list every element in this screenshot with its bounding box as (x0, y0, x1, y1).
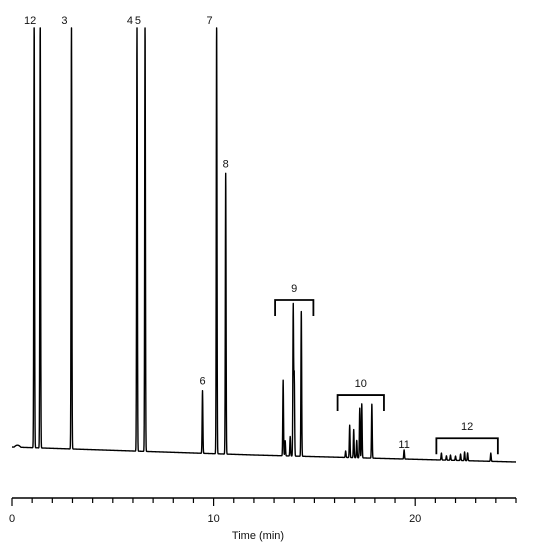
x-axis: 0 10 20 (9, 497, 517, 525)
group-label-9: 9 (291, 283, 297, 295)
peak-label-8: 8 (223, 158, 229, 170)
group-bracket-9 (274, 299, 315, 316)
x-tick-label: 20 (409, 513, 421, 525)
peak-label-3: 3 (61, 15, 67, 27)
peak-label-7: 7 (206, 15, 212, 27)
peak-label-6: 6 (199, 376, 205, 388)
peak-label-5: 5 (135, 15, 141, 27)
x-axis-label: Time (min) (232, 530, 284, 542)
peak-label-2: 2 (30, 15, 36, 27)
x-tick-label: 10 (207, 513, 219, 525)
trace-layer (11, 27, 517, 463)
group-bracket-10 (336, 394, 385, 412)
peak-group-layer: 9 10 11 12 (274, 283, 499, 455)
group-label-10: 10 (355, 378, 367, 390)
x-tick-label: 0 (9, 513, 15, 525)
group-bracket-12 (435, 437, 499, 455)
peak-label-4: 4 (127, 15, 133, 27)
group-label-12: 12 (461, 421, 473, 433)
chromatogram-trace (11, 27, 517, 463)
peak-label-layer: 1 2 3 4 5 6 7 8 (24, 15, 229, 388)
x-axis-ticks: 0 10 20 (9, 498, 517, 525)
peak-label-11: 11 (398, 439, 409, 451)
peak-label-1: 1 (24, 15, 30, 27)
